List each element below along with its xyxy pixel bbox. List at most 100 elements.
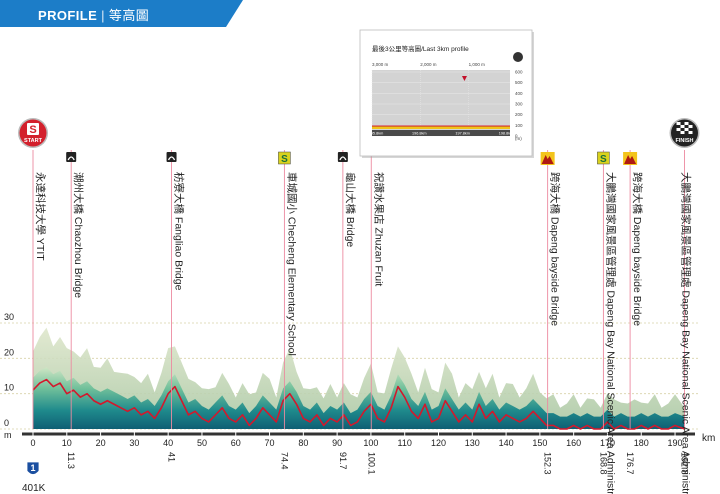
inset-finish-icon — [513, 52, 523, 62]
x-tick-label: 70 — [265, 438, 275, 448]
inset-y-label: 200 — [515, 112, 523, 117]
milestone-km-label: 41 — [167, 452, 177, 462]
y-unit-label: m — [4, 430, 12, 440]
inset-y-label: 300 — [515, 102, 523, 107]
kom-mountain-icon — [623, 152, 638, 165]
header-subtitle: 等高圖 — [108, 8, 150, 23]
inset-top-label: 1,000 m — [469, 62, 486, 67]
milestone-name: 跨海大橋 Dapeng bayside Bridge — [549, 172, 562, 326]
inset-y-label: 400 — [515, 91, 523, 96]
y-tick-label: 30 — [4, 312, 14, 322]
finish-badge-label: FINISH — [675, 138, 693, 144]
terrain-front — [33, 367, 685, 429]
sprint-icon: S — [597, 151, 610, 165]
start-badge: S START — [18, 118, 48, 148]
inset-x-label: 198.8km — [499, 132, 514, 136]
finish-flag-square — [684, 128, 689, 131]
finish-flag-square — [684, 125, 689, 128]
x-tick-label: 100 — [363, 438, 378, 448]
sprint-icon: S — [278, 151, 291, 165]
x-tick-label: 80 — [298, 438, 308, 448]
kom-icon-peak — [624, 155, 637, 164]
finish-flag-square — [680, 131, 685, 134]
milestone-lines — [32, 150, 685, 429]
milestone-name: 大鵬灣國家風景區管理處 Dapeng Bay National Scenic A… — [604, 172, 617, 494]
finish-flag-square — [688, 122, 693, 125]
sprint-icon-bg — [597, 151, 610, 165]
x-tick-label: 110 — [398, 438, 412, 448]
milestone-name: 永達科技大學 YTIT — [34, 172, 47, 261]
inset-plot-bg — [372, 70, 510, 134]
elevation-line — [32, 378, 685, 430]
bridge-icon-arch — [339, 156, 347, 161]
y-tick-label: 10 — [4, 383, 14, 393]
profile-header-text: PROFILE | 等高圖 — [38, 5, 149, 24]
terrain — [32, 327, 685, 430]
profile-header: PROFILE | 等高圖 — [0, 0, 243, 27]
route-km-label: 401K — [22, 483, 46, 494]
finish-flag-square — [680, 125, 685, 128]
milestone-name: 枋寮大橋 Fangliao Bridge — [173, 172, 186, 291]
inset-y-label: 600 — [515, 70, 523, 75]
x-tick-label: 140 — [499, 438, 514, 448]
inset-axis-band — [372, 130, 510, 136]
x-tick-label: 10 — [62, 438, 72, 448]
inset-top-label: 2,000 m — [420, 62, 437, 67]
bridge-icon — [337, 152, 348, 162]
x-tick-label: 90 — [332, 438, 342, 448]
x-tick-label: 30 — [129, 438, 139, 448]
route-shield-icon — [26, 461, 40, 475]
x-tick-label: 120 — [431, 438, 446, 448]
x-tick-label: 50 — [197, 438, 207, 448]
km-unit-label: km — [702, 433, 715, 444]
milestone-km-label: 168.8 — [598, 452, 608, 475]
inset-profile-fill — [372, 126, 510, 129]
finish-badge: FINISH — [669, 118, 700, 148]
sprint-icon-bg — [278, 151, 291, 165]
header-title: PROFILE — [38, 8, 98, 23]
inset-y-label: 0 — [515, 134, 518, 139]
milestone-name: 祝讚水果店 Zhuzan Fruit — [372, 172, 385, 286]
milestone-name: 龜山大橋 Bridge — [344, 172, 357, 247]
x-tick-label: 170 — [600, 438, 615, 448]
inset-x-label: 197.8km — [455, 132, 470, 136]
inset-marker-icon — [461, 76, 467, 81]
x-tick-label: 130 — [465, 438, 480, 448]
x-tick-label: 0 — [30, 438, 35, 448]
bridge-icon-arch — [67, 156, 75, 161]
x-tick-label: 60 — [231, 438, 241, 448]
inset-top-label: 3,000 m — [372, 62, 389, 67]
milestones: 永達科技大學 YTIT 潮州大橋 Chaozhou Bridge 枋寮大橋 Fang… — [18, 118, 700, 494]
kom-icon-peak — [541, 155, 554, 164]
finish-flag-square — [684, 122, 689, 125]
x-tick-label: 160 — [566, 438, 581, 448]
finish-flag-square — [688, 128, 693, 131]
y-tick-label: 20 — [4, 347, 14, 357]
bridge-icon — [166, 152, 177, 162]
finish-flag-square — [688, 125, 693, 128]
milestone-km-label: 176.7 — [625, 452, 635, 475]
milestone-km-label: 192.8 — [680, 452, 690, 475]
kom-mountain-icon — [540, 152, 555, 165]
y-tick-label: 0 — [4, 418, 9, 428]
sprint-icon-letter: S — [600, 154, 607, 165]
milestone-km-label: 11.3 — [66, 452, 76, 469]
route-marker: 1 401K — [22, 461, 46, 494]
sprint-icon-letter: S — [281, 154, 288, 165]
bridge-icon — [66, 152, 77, 162]
finish-flag-square — [676, 131, 681, 134]
milestone-km-label: 152.3 — [543, 452, 553, 475]
inset-title: 最後3公里等高圖/Last 3km profile — [372, 44, 469, 53]
milestone-km-label: 91.7 — [338, 452, 348, 470]
milestone-km-label: 100.1 — [366, 452, 376, 475]
last-3km-inset: 最後3公里等高圖/Last 3km profile 3,000 m 2,000 m 1… — [359, 29, 534, 158]
start-badge-box — [27, 123, 39, 135]
x-axis: 0 10 20 30 40 50 60 70 80 90 100 110 120 130 140 150 160… — [22, 432, 715, 448]
x-tick-label: 190 — [668, 438, 683, 448]
milestone-name: 潮州大橋 Chaozhou Bridge — [72, 172, 85, 298]
header-separator: | — [101, 8, 105, 23]
inset-y-label: 500 — [515, 80, 523, 85]
bridge-icon-arch — [167, 156, 176, 161]
finish-flag-square — [684, 131, 689, 134]
finish-flag-square — [676, 125, 681, 128]
